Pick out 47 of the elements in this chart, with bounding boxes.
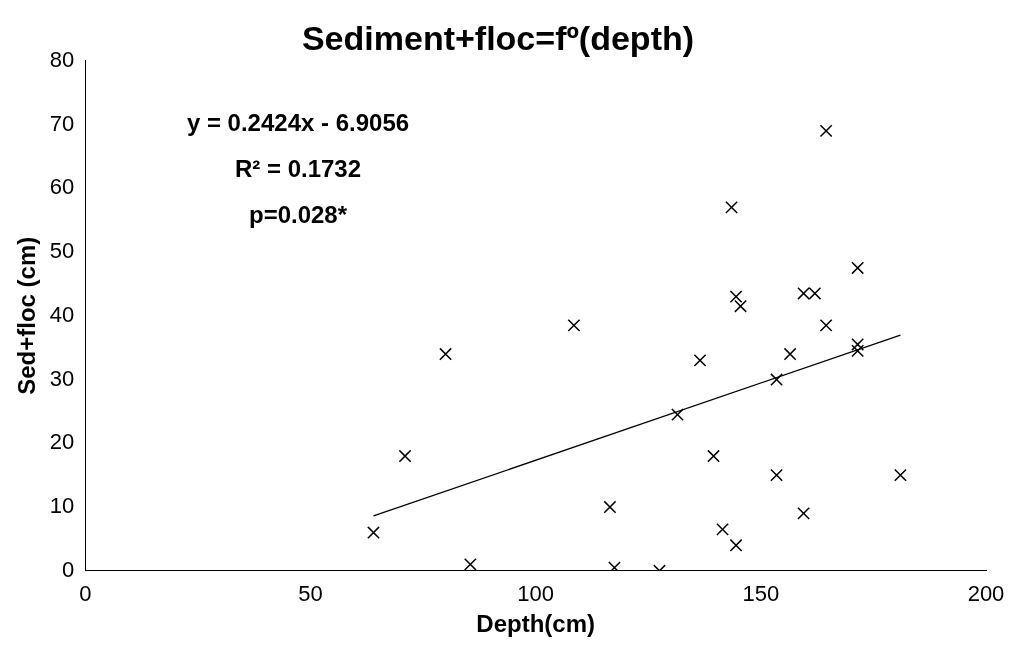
y-tick-label: 30: [49, 365, 75, 391]
point: [819, 318, 833, 332]
x-tick-label: 100: [517, 581, 554, 607]
point: [729, 538, 743, 552]
point: [671, 408, 684, 422]
x-tick-label: 200: [967, 581, 1005, 607]
y-tick-label: 40: [49, 301, 75, 327]
annotation: y = 0.2424x - 6.9056: [186, 109, 410, 137]
point: [367, 526, 380, 539]
point: [819, 124, 833, 138]
annotation: p=0.028*: [248, 201, 348, 229]
point: [851, 344, 865, 358]
y-axis-title: Sed+floc (cm): [13, 236, 41, 395]
y-tick-label: 80: [49, 46, 75, 72]
point: [797, 287, 811, 300]
point: [734, 299, 747, 313]
point: [808, 287, 822, 300]
chart-title: Sediment+floc=fº(depth): [301, 18, 695, 57]
y-tick-label: 60: [49, 174, 75, 200]
point: [783, 347, 797, 361]
x-axis-title: Depth(cm): [476, 610, 595, 638]
x-tick-label: 50: [298, 581, 323, 607]
point: [725, 201, 738, 214]
point: [707, 449, 720, 463]
point: [729, 290, 743, 304]
point: [716, 522, 729, 536]
point: [851, 338, 865, 351]
point: [851, 261, 865, 275]
point: [463, 558, 477, 571]
point: [567, 318, 581, 332]
point: [894, 468, 907, 482]
y-tick-label: 10: [49, 493, 75, 519]
point: [398, 449, 412, 463]
y-tick-label: 0: [62, 556, 75, 582]
point: [797, 507, 811, 520]
x-tick-label: 150: [742, 581, 780, 607]
y-tick-label: 70: [49, 110, 75, 136]
annotation: R² = 0.1732: [234, 155, 362, 183]
y-tick-label: 50: [49, 238, 75, 264]
point: [608, 561, 621, 571]
x-tick-label: 0: [79, 581, 92, 607]
point: [603, 500, 617, 514]
point: [693, 354, 707, 367]
point: [770, 468, 783, 482]
point: [770, 373, 783, 386]
y-tick-label: 20: [49, 429, 75, 455]
point: [439, 347, 452, 361]
